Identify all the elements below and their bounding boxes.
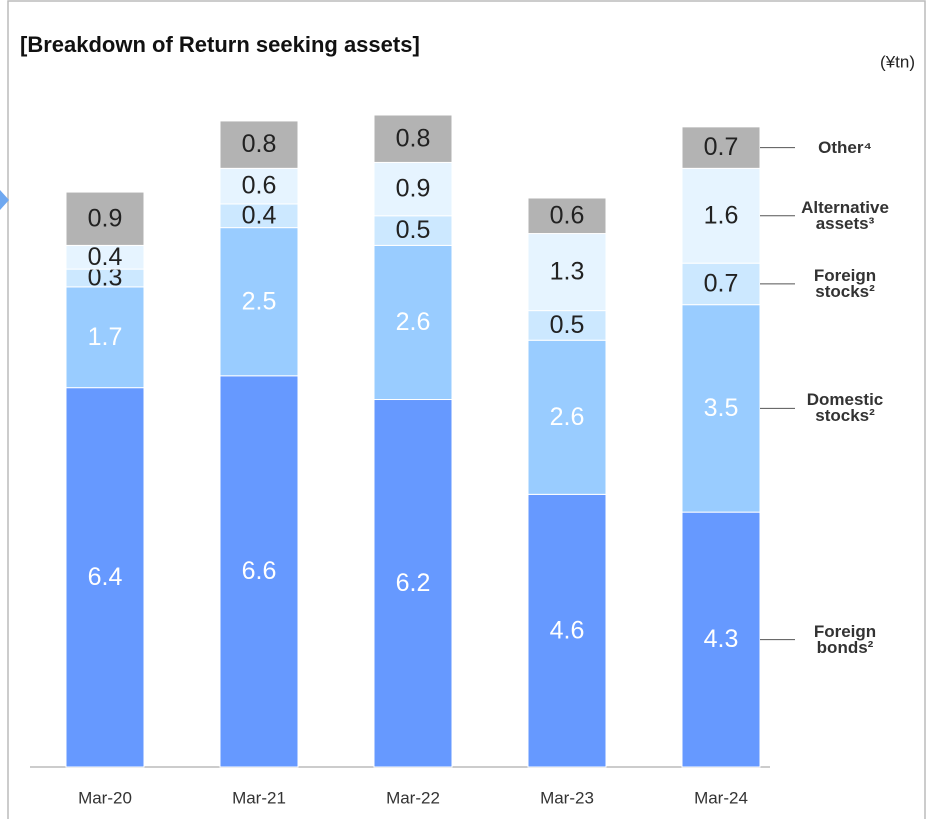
value-label: 0.8 — [242, 130, 277, 158]
value-label: 4.6 — [550, 616, 585, 644]
value-label: 2.5 — [242, 287, 277, 315]
bar-segment — [681, 126, 761, 169]
value-label: 0.4 — [242, 201, 277, 229]
x-tick-label: Mar-21 — [232, 788, 286, 807]
bar-segment — [219, 167, 299, 205]
value-label: 0.9 — [396, 175, 431, 203]
value-label: 0.7 — [704, 270, 739, 298]
value-label: 6.4 — [88, 563, 123, 591]
legend-label: Alternative assets³ — [801, 197, 889, 233]
bar-segment — [681, 511, 761, 768]
bar-segment — [65, 191, 145, 246]
legend-label: Other⁴ — [818, 137, 872, 157]
value-label: 0.4 — [88, 243, 123, 271]
legend-label: Foreign bonds² — [813, 621, 877, 657]
bar-segment — [527, 493, 607, 768]
bar-segment — [681, 304, 761, 513]
bar-segment — [373, 114, 453, 163]
legend-label: Domestic stocks² — [806, 390, 884, 426]
legend-label: Foreign stocks² — [813, 265, 877, 301]
value-label: 0.5 — [550, 311, 585, 339]
x-tick-label: Mar-22 — [386, 788, 440, 807]
value-label: 1.7 — [88, 323, 123, 351]
bar-segment — [527, 310, 607, 341]
bar-segment — [681, 167, 761, 264]
value-label: 1.3 — [550, 258, 585, 286]
x-tick-label: Mar-24 — [694, 788, 748, 807]
value-label: 0.8 — [396, 124, 431, 152]
unit-label: (¥tn) — [880, 52, 915, 71]
pointer — [0, 190, 9, 210]
value-label: 4.3 — [704, 625, 739, 653]
value-label: 2.6 — [396, 308, 431, 336]
bar-segment — [373, 399, 453, 768]
bar-segment — [219, 120, 299, 169]
value-label: 0.5 — [396, 216, 431, 244]
bar-segment — [527, 339, 607, 495]
bar-segment — [219, 227, 299, 377]
value-label: 0.6 — [242, 172, 277, 200]
value-label: 3.5 — [704, 394, 739, 422]
value-label: 0.9 — [88, 204, 123, 232]
chart-title: [Breakdown of Return seeking assets] — [20, 32, 420, 57]
value-label: 0.6 — [550, 201, 585, 229]
value-label: 6.2 — [396, 569, 431, 597]
x-tick-label: Mar-23 — [540, 788, 594, 807]
value-label: 0.7 — [704, 133, 739, 161]
bar-segment — [527, 197, 607, 235]
bar-segment — [373, 161, 453, 217]
value-label: 1.6 — [704, 201, 739, 229]
bar-segment — [219, 375, 299, 768]
bar-segment — [373, 244, 453, 401]
x-tick-label: Mar-20 — [78, 788, 132, 807]
value-label: 6.6 — [242, 557, 277, 585]
frame — [7, 0, 926, 819]
value-label: 2.6 — [550, 403, 585, 431]
bar-segment — [65, 387, 145, 768]
bar-segment — [527, 233, 607, 312]
bar-segment — [373, 215, 453, 246]
